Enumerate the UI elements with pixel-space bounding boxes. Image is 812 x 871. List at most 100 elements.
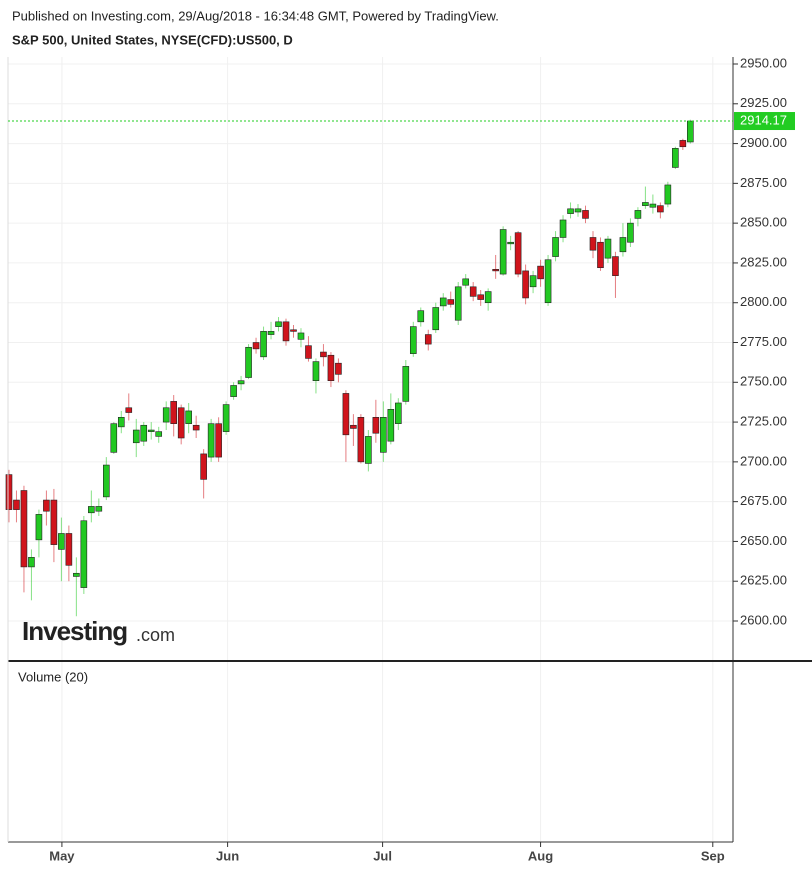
y-tick-label: 2925.00 — [740, 95, 787, 110]
candle-body — [687, 120, 694, 143]
candle-body — [177, 407, 185, 439]
last-price-label: 2914.17 — [740, 112, 787, 127]
y-tick-label: 2725.00 — [740, 414, 787, 429]
candle-body — [230, 385, 237, 397]
candle-body — [335, 362, 342, 375]
candle-body — [275, 321, 282, 327]
candle-body — [544, 259, 552, 304]
candle-body — [43, 499, 50, 512]
candle-body — [619, 237, 627, 253]
candle-body — [320, 351, 327, 358]
candle-body — [58, 533, 65, 550]
candle-body — [162, 407, 170, 423]
candle-body — [529, 275, 537, 288]
candle-body — [312, 361, 320, 382]
candle-body — [582, 210, 589, 219]
y-tick-label: 2775.00 — [740, 334, 787, 349]
candle-body — [477, 294, 484, 300]
x-tick-label: Aug — [528, 848, 553, 863]
candle-body — [649, 203, 657, 208]
candle-body — [350, 424, 357, 429]
candle-body — [73, 572, 80, 577]
y-tick-label: 2825.00 — [740, 254, 787, 269]
y-tick-label: 2900.00 — [740, 135, 787, 150]
candle-body — [5, 474, 13, 510]
candle-body — [252, 342, 260, 350]
axes: 2600.00 2625.00 2650.00 2675.00 2700.00 2725.… — [7, 55, 812, 863]
candle-body — [327, 354, 335, 382]
candle-body — [290, 329, 297, 332]
candle-body — [417, 310, 425, 323]
candle-body — [424, 334, 432, 345]
logo-brand: Investing — [22, 616, 127, 646]
candle-body — [657, 205, 664, 213]
candle-body — [20, 490, 28, 568]
candle-body — [380, 417, 387, 453]
y-tick-label: 2850.00 — [740, 215, 787, 230]
candle-body — [462, 278, 470, 286]
candle-body — [604, 238, 612, 259]
candle-body — [597, 241, 604, 269]
candle-body — [305, 345, 312, 359]
y-tick-label: 2950.00 — [740, 55, 787, 70]
candle-body — [507, 241, 514, 245]
x-tick-label: May — [49, 848, 75, 863]
candle-body — [245, 346, 252, 378]
candle-body — [110, 423, 118, 453]
candle-body — [185, 410, 192, 424]
logo: Investing .com — [22, 616, 175, 646]
y-tick-label: 2600.00 — [740, 612, 787, 627]
candle-body — [282, 321, 290, 342]
last-price-box — [734, 112, 795, 131]
x-tick-label: Sep — [701, 848, 725, 863]
candle-body — [469, 286, 477, 297]
candle-body — [342, 393, 350, 436]
candle-body — [672, 148, 679, 168]
candle-body — [395, 402, 402, 424]
candle-body — [514, 232, 522, 275]
candle-body — [387, 409, 395, 442]
volume-label: Volume (20) — [18, 669, 88, 684]
candle-body — [372, 417, 380, 434]
candle-body — [95, 506, 103, 512]
candle-body — [402, 366, 410, 402]
candle-body — [559, 219, 567, 238]
candle-body — [439, 297, 447, 307]
y-tick-label: 2875.00 — [740, 175, 787, 190]
candle-body — [484, 291, 492, 304]
candle-body — [88, 506, 95, 514]
x-tick-label: Jul — [373, 848, 392, 863]
candle-body — [192, 424, 200, 431]
candle-body — [679, 140, 687, 148]
candle-body — [454, 286, 462, 321]
y-tick-label: 2800.00 — [740, 294, 787, 309]
candle-body — [50, 499, 58, 545]
candle-body — [28, 557, 35, 568]
candle-body — [103, 464, 110, 498]
candle-body — [432, 307, 440, 331]
candle-body — [365, 436, 372, 464]
candle-body — [155, 431, 163, 437]
candle-body — [612, 256, 619, 276]
candle-body — [574, 208, 582, 213]
y-tick-label: 2700.00 — [740, 453, 787, 468]
symbol-title: S&P 500, United States, NYSE(CFD):US500,… — [12, 32, 293, 47]
y-tick-label: 2650.00 — [740, 533, 787, 548]
candle-body — [117, 417, 125, 428]
candle-body — [132, 429, 140, 444]
candle-body — [170, 401, 177, 424]
candle-body — [492, 268, 499, 272]
candle-body — [125, 407, 133, 413]
candle-body — [80, 520, 88, 588]
y-tick-label: 2675.00 — [740, 493, 787, 508]
candle-body — [215, 423, 222, 458]
candle-body — [627, 222, 634, 243]
candle-body — [664, 184, 672, 205]
candle-body — [267, 331, 275, 335]
candle-body — [634, 210, 642, 219]
candle-body — [260, 331, 267, 358]
candle-body — [499, 229, 507, 275]
candle-body — [409, 326, 417, 354]
candle-body — [357, 417, 365, 463]
